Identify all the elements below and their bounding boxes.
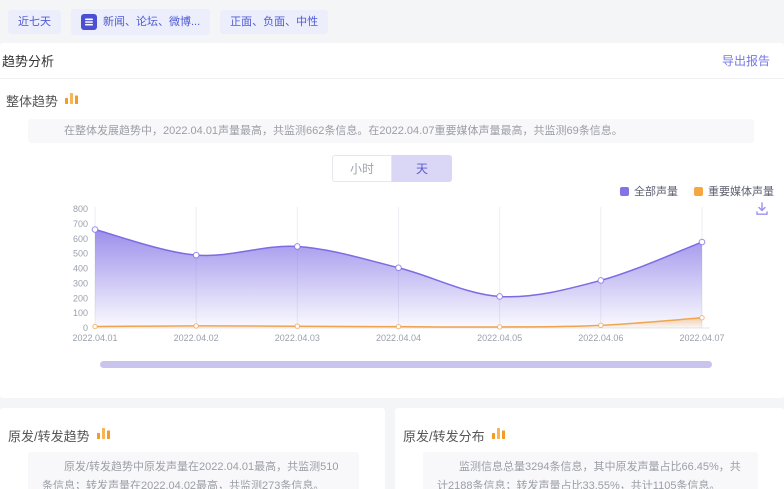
overall-summary: 在整体发展趋势中，2022.04.01声量最高，共监测662条信息。在2022.…: [28, 119, 754, 143]
card-title: 原发/转发趋势: [8, 429, 90, 444]
card-header: 趋势分析 导出报告: [0, 43, 784, 79]
bar-chart-icon: [96, 426, 111, 445]
card-title: 原发/转发分布: [403, 429, 485, 444]
legend-swatch-purple: [620, 186, 629, 196]
save-image-icon[interactable]: [754, 201, 770, 217]
page-title: 趋势分析: [2, 54, 55, 69]
svg-text:500: 500: [73, 249, 88, 259]
export-report-link[interactable]: 导出报告: [721, 54, 770, 68]
granularity-hour-button[interactable]: 小时: [332, 155, 392, 182]
legend-item-all-volume[interactable]: 全部声量: [620, 183, 678, 199]
svg-text:2022.04.02: 2022.04.02: [174, 333, 219, 343]
svg-text:600: 600: [73, 234, 88, 244]
filter-sources-label: 新闻、论坛、微博...: [103, 16, 201, 28]
svg-text:400: 400: [73, 264, 88, 274]
svg-text:800: 800: [73, 204, 88, 214]
svg-text:700: 700: [73, 219, 88, 229]
svg-text:2022.04.04: 2022.04.04: [376, 333, 421, 343]
bar-chart-icon: [64, 91, 79, 110]
card-title-row: 原发/转发分布: [403, 426, 506, 445]
granularity-day-button[interactable]: 天: [392, 155, 452, 182]
bottom-cards-row: 原发/转发趋势 原发/转发趋势中原发声量在2022.04.01最高，共监测510…: [0, 408, 784, 489]
card-title-row: 原发/转发趋势: [8, 426, 111, 445]
trend-area-chart: 0 100 200 300 400 500 600 700 800 2022.04.01 2022.…: [72, 204, 724, 343]
svg-text:300: 300: [73, 278, 88, 288]
svg-text:2022.04.01: 2022.04.01: [72, 333, 117, 343]
legend-label: 重要媒体声量: [708, 186, 774, 198]
bar-chart-icon: [491, 426, 506, 445]
svg-text:0: 0: [83, 323, 88, 333]
svg-text:2022.04.07: 2022.04.07: [679, 333, 724, 343]
card-summary: 监测信息总量3294条信息，其中原发声量占比66.45%，共计2188条信息；转…: [423, 452, 758, 489]
svg-text:2022.04.05: 2022.04.05: [477, 333, 522, 343]
media-source-icon: [81, 14, 97, 30]
granularity-toggle: 小时 天: [0, 155, 784, 182]
chart-legend: 全部声量 重要媒体声量: [620, 183, 774, 199]
svg-text:2022.04.03: 2022.04.03: [275, 333, 320, 343]
svg-text:100: 100: [73, 308, 88, 318]
svg-text:2022.04.06: 2022.04.06: [578, 333, 623, 343]
legend-item-important-media[interactable]: 重要媒体声量: [694, 183, 774, 199]
trend-analysis-card: 趋势分析 导出报告 整体趋势 在整体发展趋势中，2022.04.01声量最高，共…: [0, 43, 784, 398]
svg-text:200: 200: [73, 293, 88, 303]
filter-date-range[interactable]: 近七天: [8, 10, 61, 34]
card-summary: 原发/转发趋势中原发声量在2022.04.01最高，共监测510条信息；转发声量…: [28, 452, 359, 489]
legend-swatch-orange: [694, 186, 703, 196]
origin-repost-trend-card: 原发/转发趋势 原发/转发趋势中原发声量在2022.04.01最高，共监测510…: [0, 408, 385, 489]
legend-label: 全部声量: [634, 186, 678, 198]
filter-sentiment[interactable]: 正面、负面、中性: [220, 10, 329, 34]
overall-trend-title-row: 整体趋势: [6, 91, 79, 110]
filter-sources[interactable]: 新闻、论坛、微博...: [71, 9, 211, 35]
datazoom-slider[interactable]: [100, 361, 712, 368]
filter-bar: 近七天 新闻、论坛、微博... 正面、负面、中性: [0, 0, 784, 43]
section-title: 整体趋势: [6, 94, 59, 109]
origin-repost-distribution-card: 原发/转发分布 监测信息总量3294条信息，其中原发声量占比66.45%，共计2…: [395, 408, 784, 489]
